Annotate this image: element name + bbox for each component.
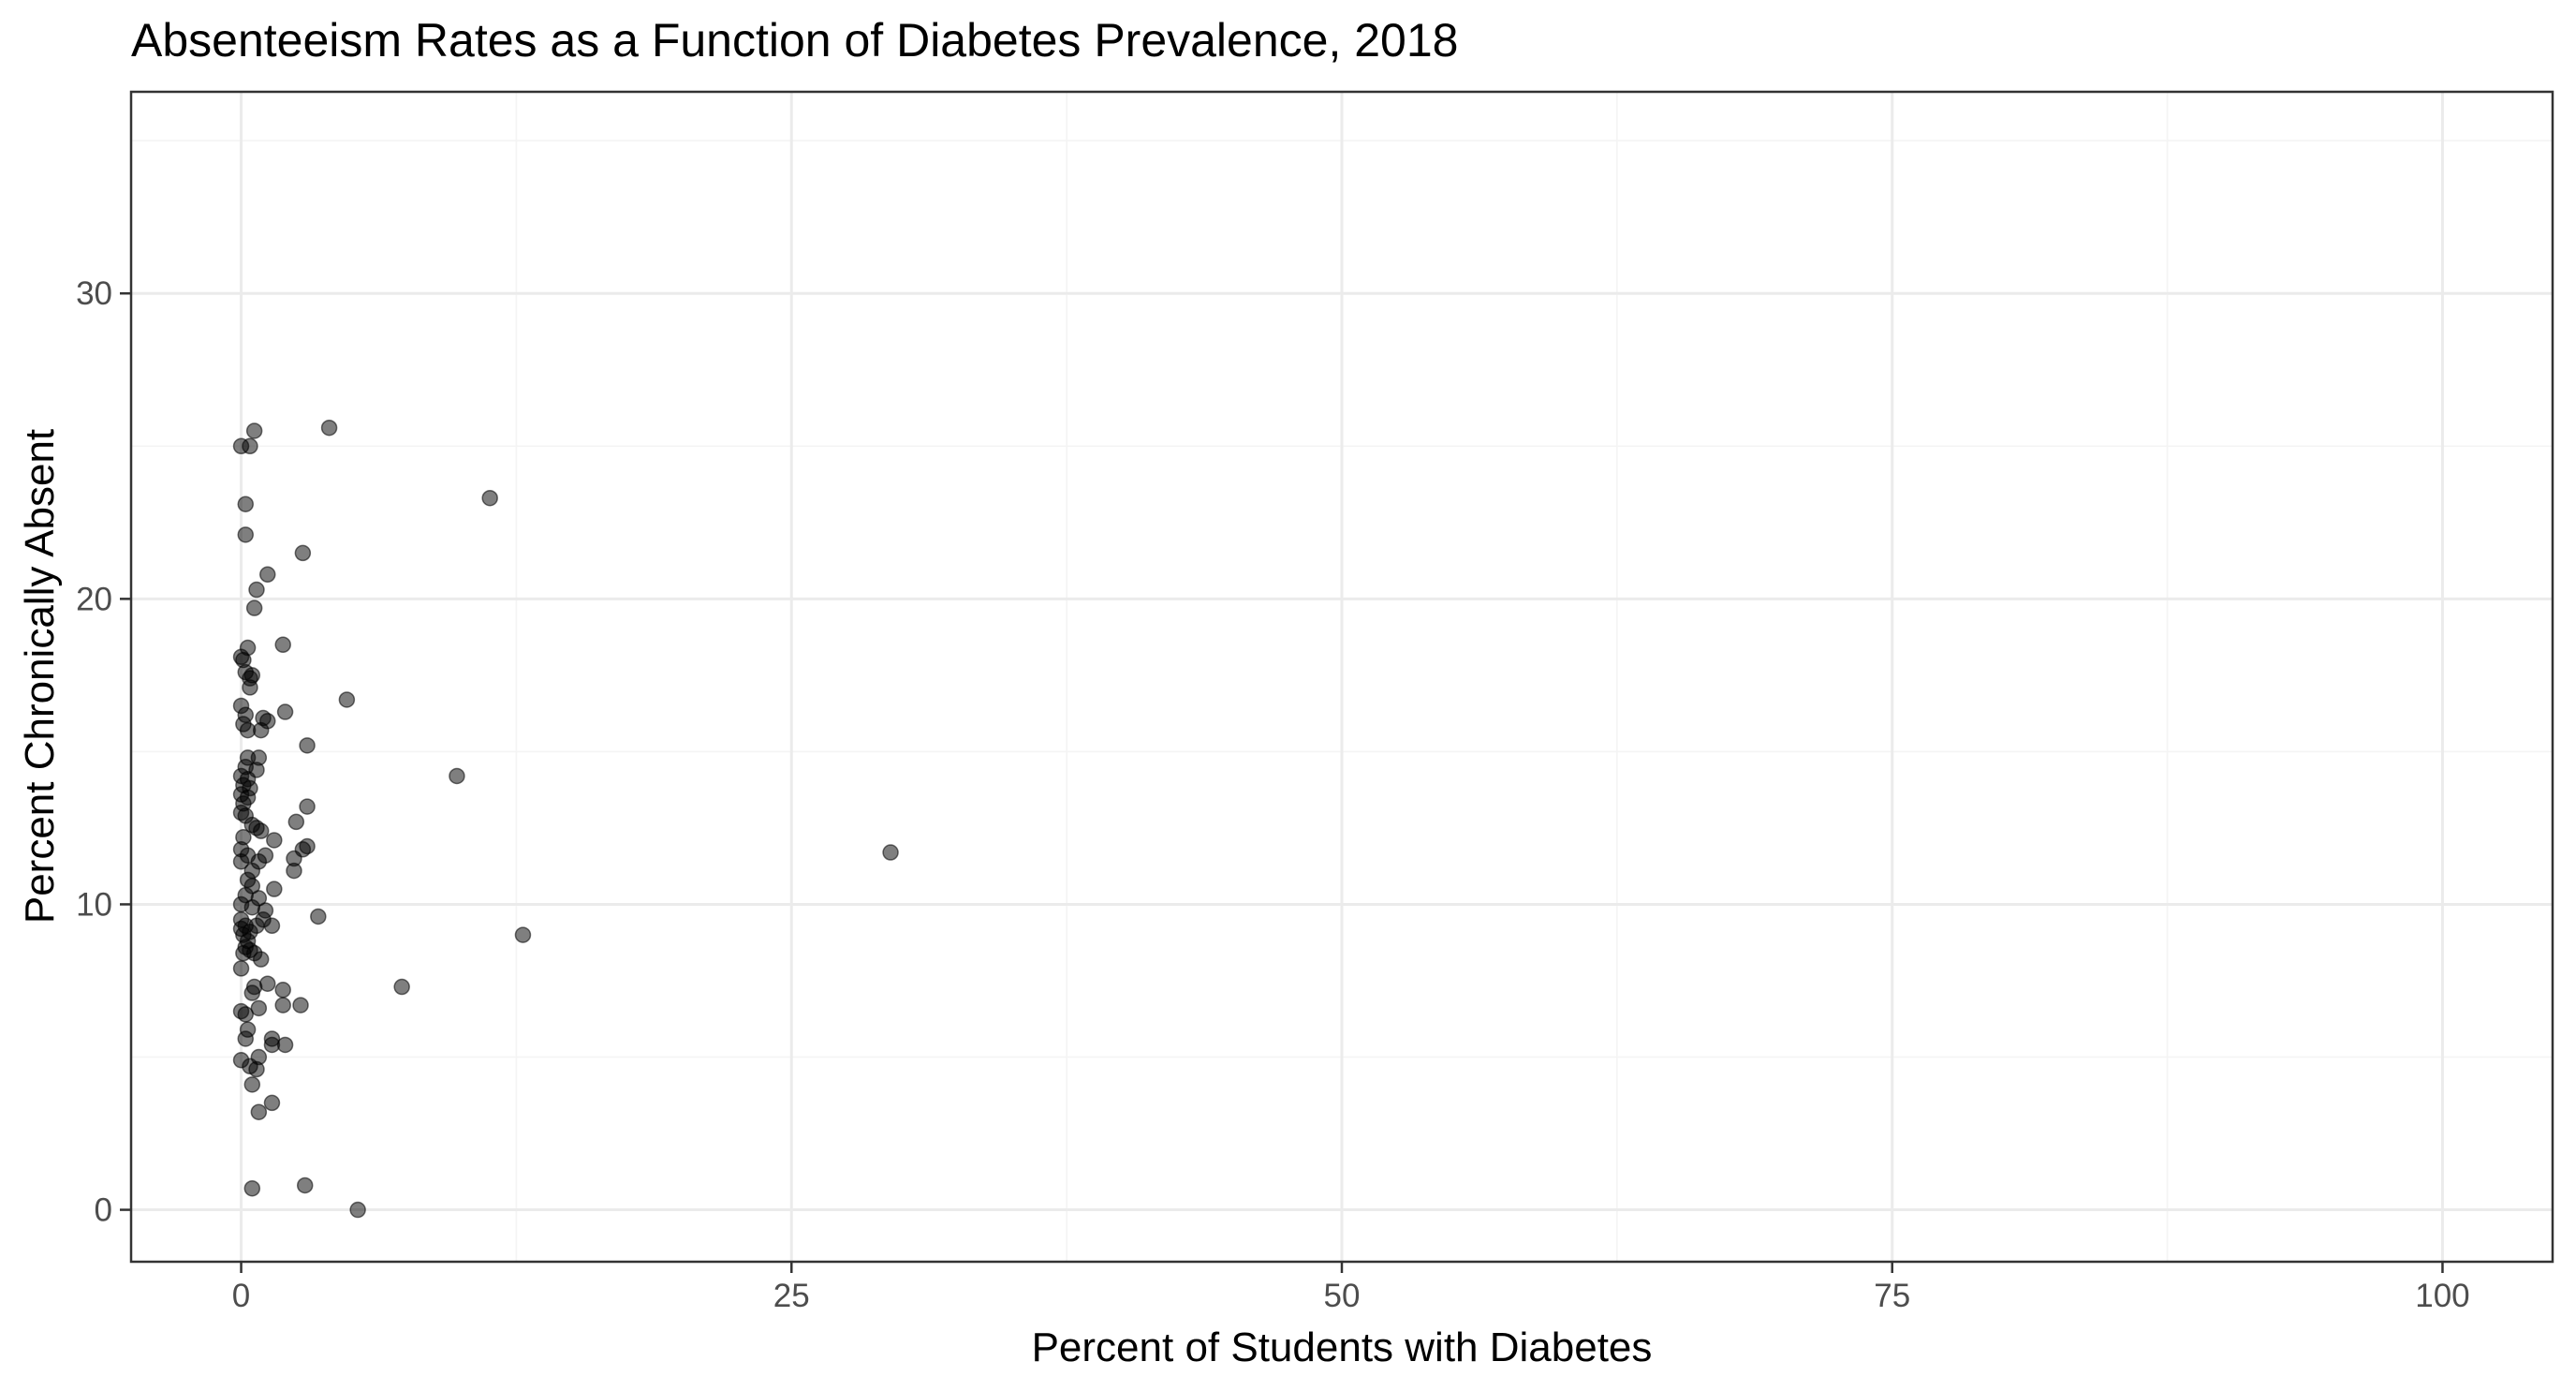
chart-title: Absenteeism Rates as a Function of Diabe… (131, 14, 1458, 67)
data-point (276, 1036, 294, 1054)
data-point (237, 526, 254, 543)
data-point (248, 1060, 265, 1078)
data-point (263, 917, 281, 935)
y-tick-label: 0 (95, 1192, 112, 1229)
data-point (232, 853, 250, 870)
data-point (243, 1076, 261, 1093)
data-point (248, 581, 265, 599)
data-point (237, 496, 254, 512)
data-point (237, 1030, 254, 1047)
x-axis-ticks: 0 25 50 75 100 (232, 1262, 2470, 1314)
x-tick-label: 50 (1324, 1278, 1361, 1314)
data-point (259, 566, 276, 584)
data-point (250, 999, 268, 1017)
data-point (243, 984, 261, 1001)
data-point (250, 1103, 268, 1120)
data-point (292, 997, 309, 1014)
x-tick-label: 75 (1874, 1278, 1910, 1314)
data-point (276, 703, 294, 720)
data-point (242, 679, 258, 696)
data-point (245, 599, 263, 616)
data-point (252, 721, 270, 739)
data-point (320, 419, 338, 437)
data-point (243, 898, 261, 916)
data-point (242, 437, 258, 455)
data-point (294, 544, 312, 562)
y-axis-ticks: 0 10 20 30 (76, 275, 131, 1229)
data-point (299, 798, 316, 815)
data-point (299, 737, 316, 754)
x-tick-label: 0 (232, 1278, 250, 1314)
data-point (310, 908, 327, 925)
data-point (296, 1176, 314, 1194)
y-tick-label: 10 (76, 886, 112, 923)
y-tick-label: 20 (76, 581, 112, 617)
data-point (882, 844, 899, 861)
major-gridlines (131, 92, 2553, 1262)
x-axis-title: Percent of Students with Diabetes (1032, 1324, 1653, 1370)
data-point (481, 489, 498, 507)
data-point (393, 978, 410, 996)
data-point (449, 767, 465, 785)
x-tick-label: 25 (773, 1278, 810, 1314)
data-point (252, 822, 270, 839)
y-axis-title: Percent Chronically Absent (17, 429, 63, 924)
data-point (287, 813, 305, 831)
data-point (245, 422, 263, 439)
data-point (237, 1006, 254, 1023)
data-point (349, 1201, 366, 1219)
data-point (263, 1094, 281, 1112)
data-point (266, 832, 283, 849)
data-point (274, 982, 291, 999)
data-points (232, 419, 899, 1219)
data-point (274, 997, 291, 1014)
data-point (259, 975, 276, 992)
data-point (274, 636, 291, 654)
data-point (338, 691, 356, 708)
data-point (266, 880, 283, 897)
data-point (514, 926, 532, 943)
data-point (252, 951, 270, 968)
y-tick-label: 30 (76, 275, 112, 312)
data-point (232, 960, 250, 977)
x-tick-label: 100 (2415, 1278, 2469, 1314)
data-point (286, 862, 302, 880)
data-point (243, 1179, 261, 1197)
